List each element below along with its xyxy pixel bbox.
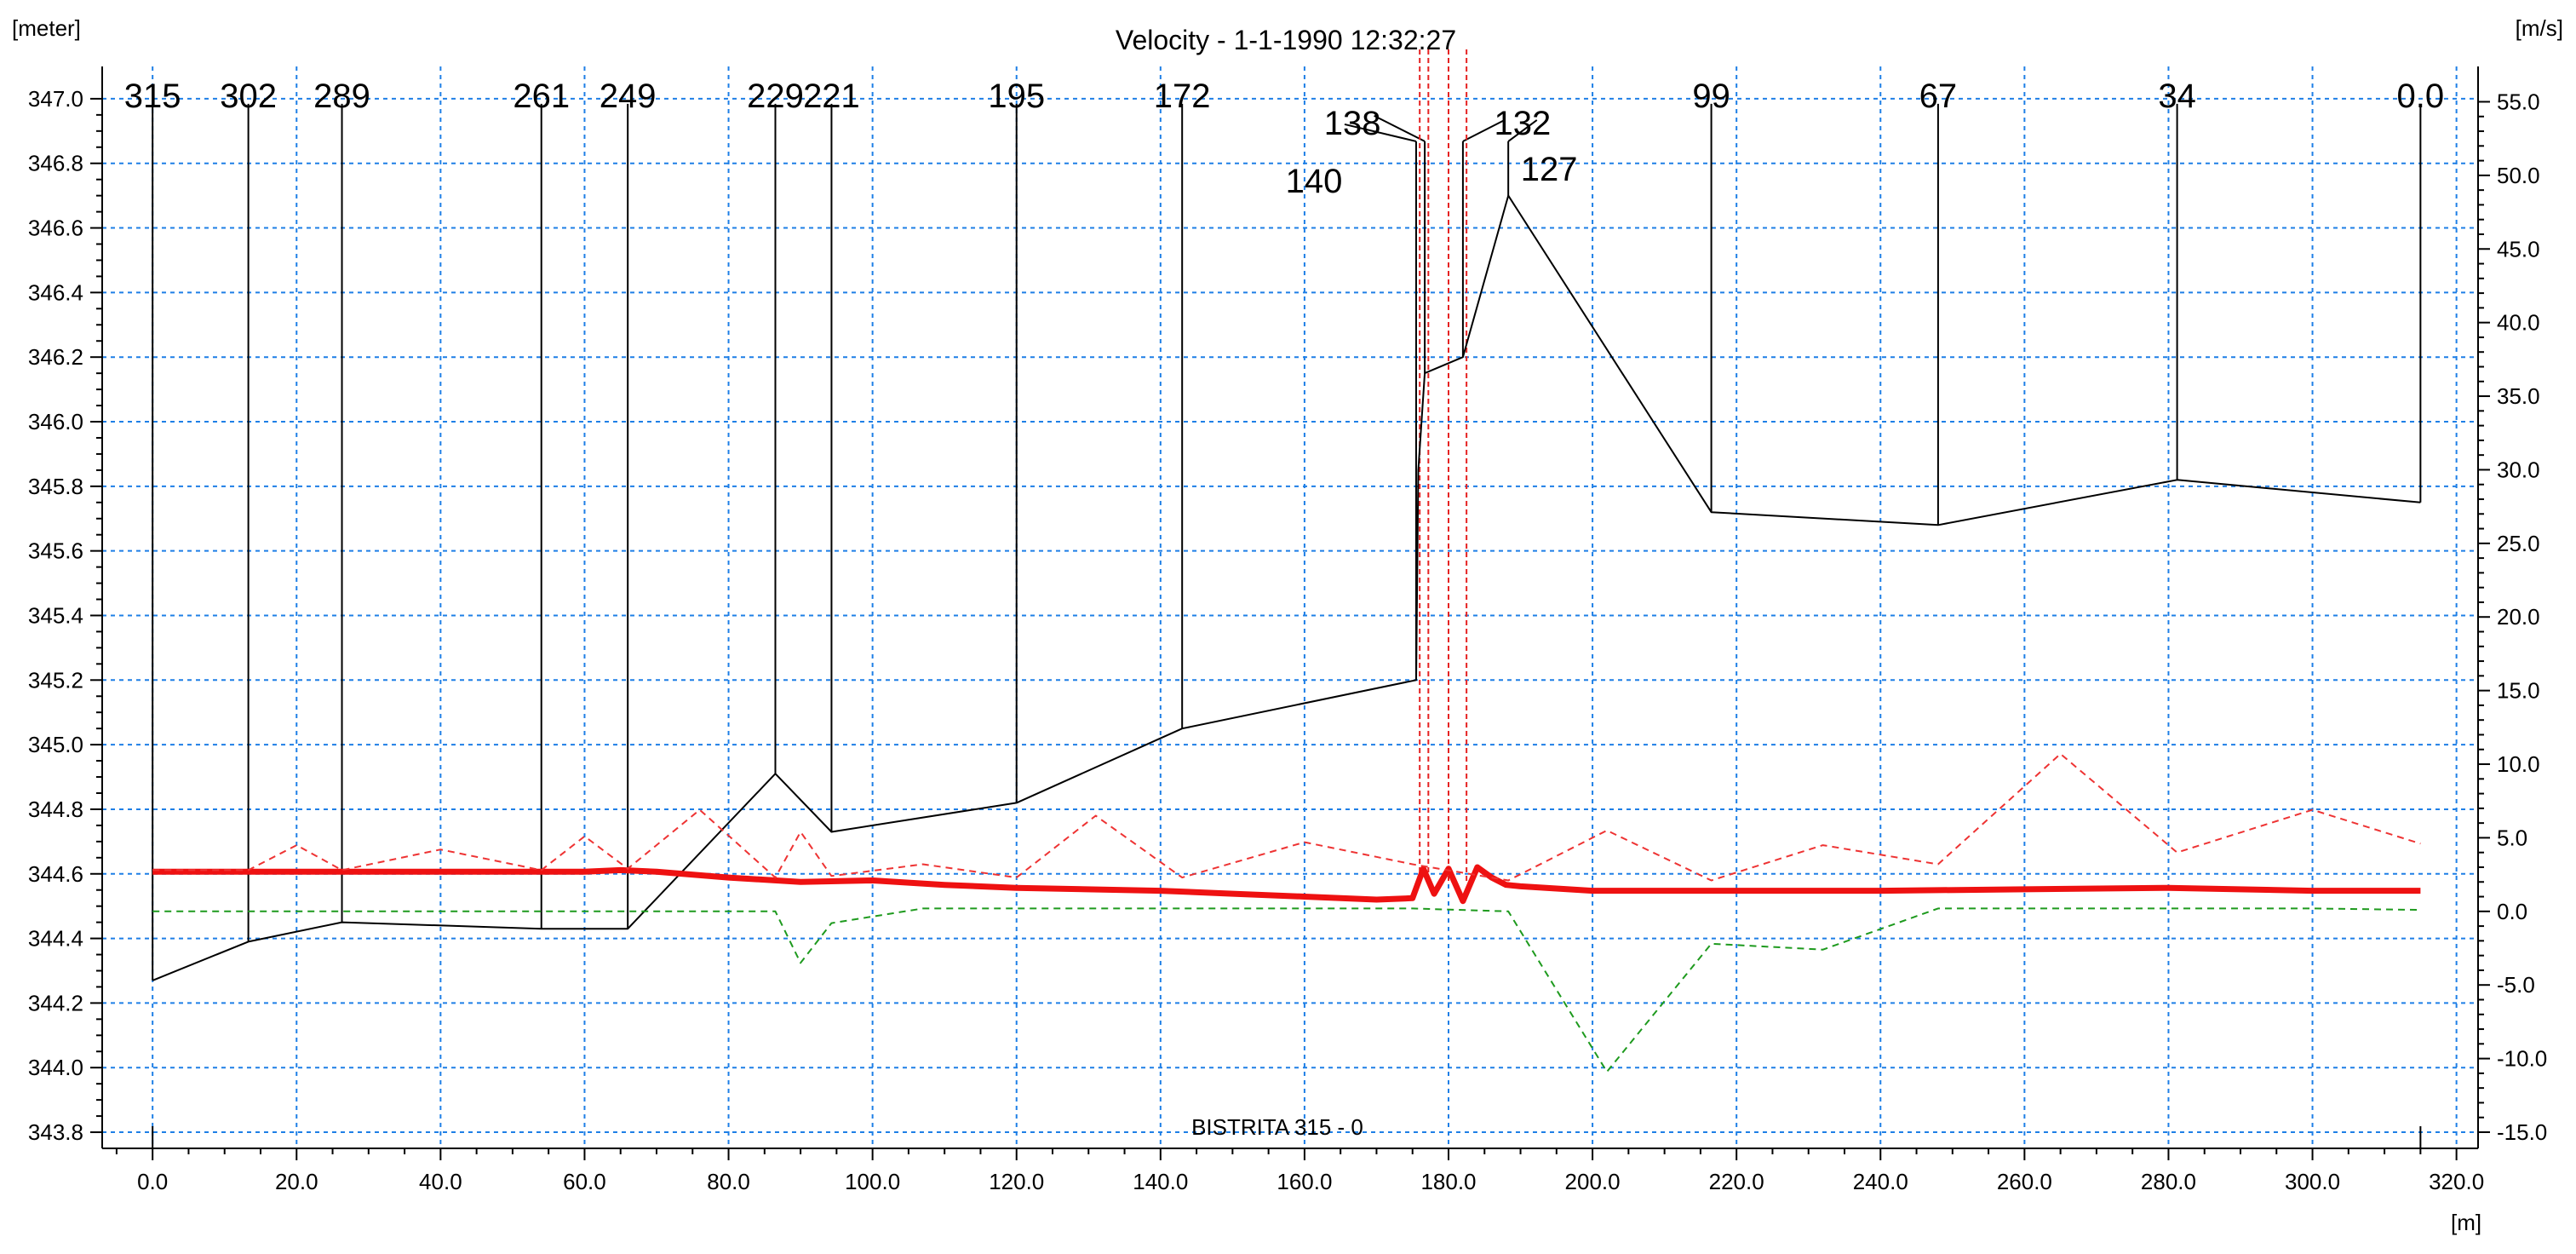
- x-tick-label: 300.0: [2285, 1169, 2340, 1194]
- series-line-solid-black: [152, 194, 2421, 981]
- branch-label: BISTRITA 315 - 0: [1191, 1114, 1363, 1140]
- section-label: 67: [1919, 78, 1958, 115]
- x-tick-label: 40.0: [419, 1169, 462, 1194]
- x-tick-label: 200.0: [1565, 1169, 1621, 1194]
- x-tick-label: 80.0: [707, 1169, 750, 1194]
- y-right-tick-label: -5.0: [2497, 972, 2535, 998]
- section-label: 138: [1324, 105, 1381, 142]
- y-left-tick-label: 345.0: [28, 732, 83, 757]
- section-label: 289: [313, 78, 370, 115]
- y-right-tick-label: 15.0: [2497, 678, 2540, 704]
- plot-frame: [101, 66, 2479, 1149]
- y-left-tick-label: 346.8: [28, 151, 83, 176]
- x-tick-label: 320.0: [2429, 1169, 2484, 1194]
- y-right-tick-label: 5.0: [2497, 825, 2527, 850]
- x-tick-label: 260.0: [1997, 1169, 2052, 1194]
- series-layer: [152, 194, 2421, 1073]
- y-right-tick-label: -10.0: [2497, 1046, 2547, 1072]
- y-right-tick-label: 30.0: [2497, 457, 2540, 482]
- y-left-tick-label: 346.6: [28, 216, 83, 241]
- section-label: 195: [988, 78, 1045, 115]
- section-label: 315: [124, 78, 181, 115]
- x-tick-label: 180.0: [1420, 1169, 1476, 1194]
- y-right-tick-label: 25.0: [2497, 531, 2540, 556]
- y-right-tick-label: 55.0: [2497, 89, 2540, 114]
- section-label: 34: [2158, 78, 2196, 115]
- section-label: 172: [1154, 78, 1211, 115]
- section-label: 127: [1521, 151, 1578, 188]
- y-left-tick-label: 344.8: [28, 797, 83, 822]
- section-label: 229: [747, 78, 804, 115]
- y-left-tick-label: 346.0: [28, 409, 83, 434]
- axis-ticks: 0.0 20.0 40.0 60.0 80.0 100.0 120.0 140.0 160.0 1…: [28, 86, 2547, 1194]
- x-tick-label: 100.0: [845, 1169, 900, 1194]
- section-label: 221: [803, 78, 860, 115]
- y-left-tick-label: 345.6: [28, 538, 83, 564]
- y-left-tick-label: 343.8: [28, 1119, 83, 1145]
- y-right-tick-label: 40.0: [2497, 310, 2540, 336]
- section-label: 302: [220, 78, 277, 115]
- y-left-tick-label: 345.8: [28, 474, 83, 499]
- y-right-tick-label: 45.0: [2497, 236, 2540, 262]
- x-tick-label: 60.0: [563, 1169, 606, 1194]
- section-leader-line: [1374, 115, 1426, 142]
- x-axis-unit: [m]: [2451, 1210, 2481, 1235]
- grid-lines: [102, 66, 2478, 1148]
- series-line-dashed-red: [152, 752, 2421, 882]
- y-left-tick-label: 347.0: [28, 86, 83, 112]
- x-tick-label: 160.0: [1277, 1169, 1332, 1194]
- y-right-tick-label: 0.0: [2497, 899, 2527, 924]
- section-label: 99: [1692, 78, 1730, 115]
- x-tick-label: 220.0: [1709, 1169, 1764, 1194]
- section-markers: [152, 49, 2422, 981]
- section-leader-line: [1507, 119, 1538, 142]
- y-left-tick-label: 344.4: [28, 926, 83, 952]
- section-leader-line: [1462, 119, 1506, 142]
- y-left-tick-label: 344.6: [28, 861, 83, 887]
- section-label: 0.0: [2397, 78, 2445, 115]
- x-tick-label: 280.0: [2141, 1169, 2196, 1194]
- series-line-thick-red: [152, 864, 2421, 905]
- section-label: 261: [513, 78, 570, 115]
- y-left-tick-label: 345.2: [28, 667, 83, 693]
- left-axis-unit: [meter]: [12, 15, 81, 41]
- x-tick-label: 0.0: [137, 1169, 168, 1194]
- right-axis-unit: [m/s]: [2516, 15, 2563, 41]
- y-right-tick-label: 50.0: [2497, 163, 2540, 188]
- section-label: 132: [1495, 105, 1552, 142]
- y-right-tick-label: 10.0: [2497, 751, 2540, 777]
- y-left-tick-label: 346.2: [28, 344, 83, 370]
- x-tick-label: 240.0: [1853, 1169, 1908, 1194]
- x-tick-label: 20.0: [275, 1169, 318, 1194]
- y-right-tick-label: 20.0: [2497, 604, 2540, 630]
- y-left-tick-label: 344.0: [28, 1055, 83, 1080]
- x-tick-label: 140.0: [1133, 1169, 1188, 1194]
- section-label: 249: [600, 78, 657, 115]
- y-right-tick-label: -15.0: [2497, 1119, 2547, 1145]
- y-right-tick-label: 35.0: [2497, 383, 2540, 409]
- section-label: 140: [1286, 163, 1343, 200]
- y-left-tick-label: 344.2: [28, 990, 83, 1015]
- y-left-tick-label: 345.4: [28, 602, 83, 628]
- chart-title: Velocity - 1-1-1990 12:32:27: [1116, 25, 1456, 55]
- section-leader-line: [1344, 123, 1417, 142]
- axis-labels: 315 302 289 261 249 229 221 195 172 140 138 132 127 9…: [124, 78, 2444, 200]
- x-tick-label: 120.0: [989, 1169, 1044, 1194]
- y-left-tick-label: 346.4: [28, 279, 83, 305]
